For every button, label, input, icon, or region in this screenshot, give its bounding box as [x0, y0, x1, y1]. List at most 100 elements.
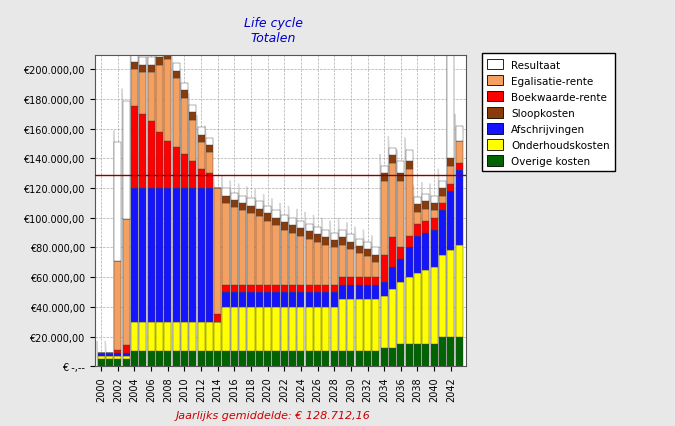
Bar [414, 344, 421, 366]
Bar [323, 245, 329, 285]
Bar [448, 167, 454, 184]
Bar [156, 322, 163, 351]
Bar [306, 239, 313, 285]
Bar [114, 350, 121, 353]
Bar [439, 189, 446, 196]
Bar [439, 255, 446, 337]
Bar [264, 307, 271, 351]
Bar [189, 121, 196, 162]
Bar [331, 285, 338, 292]
Bar [156, 189, 163, 322]
Bar [273, 292, 279, 307]
Bar [148, 58, 155, 66]
Bar [331, 233, 338, 241]
Bar [173, 79, 180, 147]
Bar [148, 322, 155, 351]
Bar [98, 359, 105, 366]
Bar [148, 351, 155, 366]
Bar [298, 351, 304, 366]
Bar [139, 351, 146, 366]
Bar [381, 167, 387, 174]
Bar [281, 285, 288, 292]
Bar [114, 353, 121, 356]
Bar [339, 351, 346, 366]
Bar [181, 91, 188, 98]
Bar [248, 307, 254, 351]
Bar [231, 208, 238, 285]
Bar [414, 236, 421, 273]
Bar [281, 292, 288, 307]
Bar [139, 322, 146, 351]
Bar [206, 322, 213, 351]
Bar [173, 189, 180, 322]
Bar [181, 98, 188, 155]
Bar [314, 351, 321, 366]
Bar [173, 147, 180, 189]
Bar [181, 155, 188, 189]
Bar [198, 128, 205, 135]
Bar [106, 356, 113, 359]
Bar [239, 351, 246, 366]
Bar [206, 189, 213, 322]
Bar [248, 292, 254, 307]
Bar [131, 55, 138, 63]
Bar [106, 359, 113, 366]
Bar [289, 292, 296, 307]
Text: Jaarlijks gemiddelde: € 128.712,16: Jaarlijks gemiddelde: € 128.712,16 [176, 410, 371, 420]
Bar [456, 141, 462, 164]
Bar [239, 196, 246, 204]
Bar [364, 257, 371, 277]
Bar [239, 204, 246, 211]
Bar [456, 245, 462, 337]
Bar [423, 344, 429, 366]
Bar [406, 170, 412, 236]
Bar [339, 300, 346, 351]
Bar [98, 356, 105, 359]
Bar [189, 189, 196, 322]
Bar [298, 285, 304, 292]
Bar [356, 300, 362, 351]
Bar [339, 277, 346, 285]
Bar [398, 162, 404, 174]
Bar [164, 141, 171, 189]
Bar [423, 221, 429, 233]
Bar [239, 211, 246, 285]
Bar [431, 218, 437, 230]
Bar [439, 204, 446, 211]
Bar [273, 351, 279, 366]
Bar [323, 230, 329, 238]
Bar [139, 115, 146, 189]
Bar [148, 122, 155, 189]
Bar [381, 282, 387, 297]
Bar [423, 210, 429, 221]
Bar [431, 344, 437, 366]
Bar [414, 198, 421, 205]
Bar [348, 249, 354, 277]
Bar [398, 260, 404, 282]
Bar [123, 101, 130, 220]
Bar [189, 113, 196, 121]
Bar [256, 210, 263, 217]
Bar [156, 132, 163, 189]
Bar [356, 351, 362, 366]
Bar [448, 55, 454, 159]
Bar [339, 245, 346, 277]
Bar [156, 66, 163, 132]
Bar [364, 300, 371, 351]
Bar [231, 285, 238, 292]
Bar [298, 292, 304, 307]
Bar [123, 353, 130, 356]
Bar [323, 285, 329, 292]
Bar [181, 83, 188, 91]
Bar [289, 226, 296, 233]
Bar [439, 211, 446, 255]
Bar [364, 277, 371, 285]
Bar [223, 204, 230, 285]
Bar [139, 58, 146, 66]
Bar [448, 251, 454, 337]
Bar [289, 285, 296, 292]
Bar [206, 174, 213, 189]
Bar [381, 181, 387, 255]
Bar [189, 162, 196, 189]
Bar [323, 351, 329, 366]
